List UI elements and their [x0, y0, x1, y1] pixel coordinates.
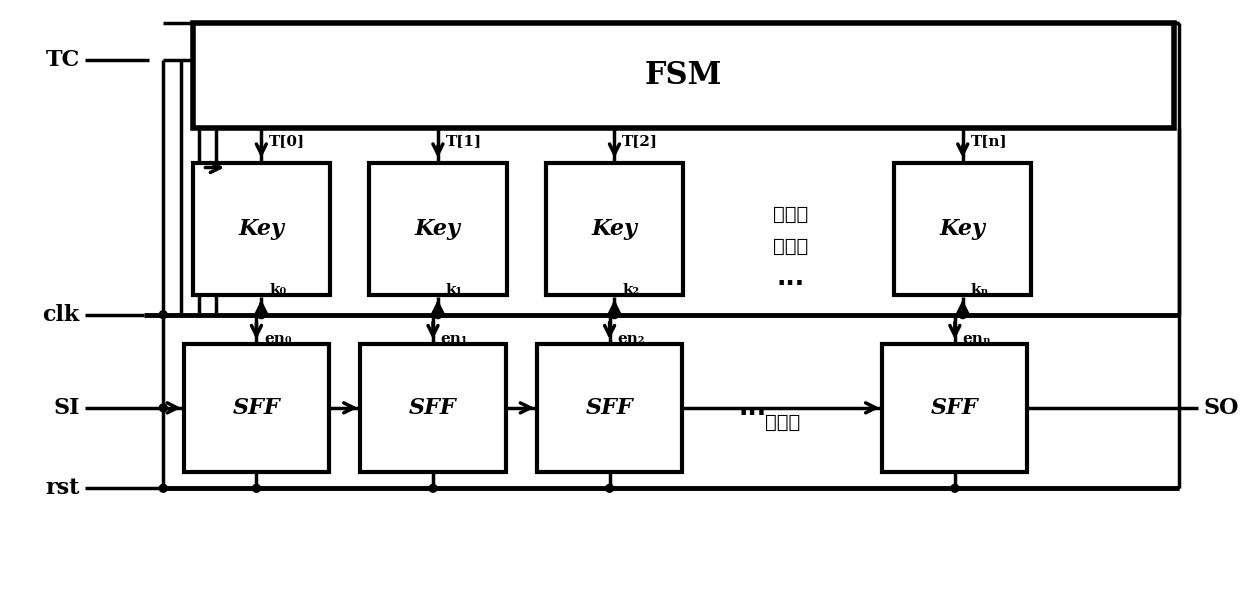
Text: Key: Key — [238, 218, 284, 240]
Circle shape — [253, 484, 260, 492]
Circle shape — [605, 484, 614, 492]
Text: en₂: en₂ — [618, 332, 645, 346]
Circle shape — [434, 311, 441, 318]
Circle shape — [610, 311, 619, 318]
Bar — [546, 163, 683, 295]
Text: k₁: k₁ — [445, 283, 463, 297]
Text: ...: ... — [776, 266, 805, 290]
Bar — [537, 344, 682, 472]
Text: FSM: FSM — [645, 61, 722, 91]
Text: kₙ: kₙ — [971, 283, 990, 297]
Text: 扫描锹: 扫描锹 — [765, 413, 800, 432]
Circle shape — [159, 484, 167, 492]
Text: TC: TC — [46, 49, 79, 71]
Text: SO: SO — [1203, 397, 1239, 419]
Text: T[0]: T[0] — [269, 134, 305, 148]
Circle shape — [951, 484, 959, 492]
Text: SFF: SFF — [409, 397, 456, 419]
Text: rst: rst — [46, 478, 79, 500]
Circle shape — [159, 311, 167, 318]
Bar — [192, 23, 1173, 128]
Text: SFF: SFF — [931, 397, 978, 419]
Text: ...: ... — [739, 396, 766, 420]
Text: k₀: k₀ — [269, 283, 286, 297]
Circle shape — [429, 484, 436, 492]
Bar — [883, 344, 1028, 472]
Text: en₀: en₀ — [264, 332, 291, 346]
Text: enₙ: enₙ — [962, 332, 992, 346]
Text: 密鑰锁: 密鑰锁 — [773, 204, 808, 223]
Text: T[1]: T[1] — [445, 134, 482, 148]
Bar — [361, 344, 506, 472]
Bar — [192, 163, 330, 295]
Text: Key: Key — [415, 218, 461, 240]
Bar — [370, 163, 507, 295]
Circle shape — [959, 311, 967, 318]
Text: Key: Key — [940, 218, 986, 240]
Circle shape — [258, 311, 265, 318]
Text: en₁: en₁ — [441, 332, 469, 346]
Bar — [894, 163, 1032, 295]
Bar — [184, 344, 329, 472]
Text: k₂: k₂ — [622, 283, 640, 297]
Text: T[n]: T[n] — [971, 134, 1007, 148]
Text: clk: clk — [42, 304, 79, 326]
Text: Key: Key — [591, 218, 637, 240]
Text: SFF: SFF — [585, 397, 634, 419]
Text: SFF: SFF — [233, 397, 280, 419]
Text: T[2]: T[2] — [622, 134, 658, 148]
Text: 定模块: 定模块 — [773, 237, 808, 256]
Text: SI: SI — [53, 397, 79, 419]
Circle shape — [159, 404, 167, 412]
